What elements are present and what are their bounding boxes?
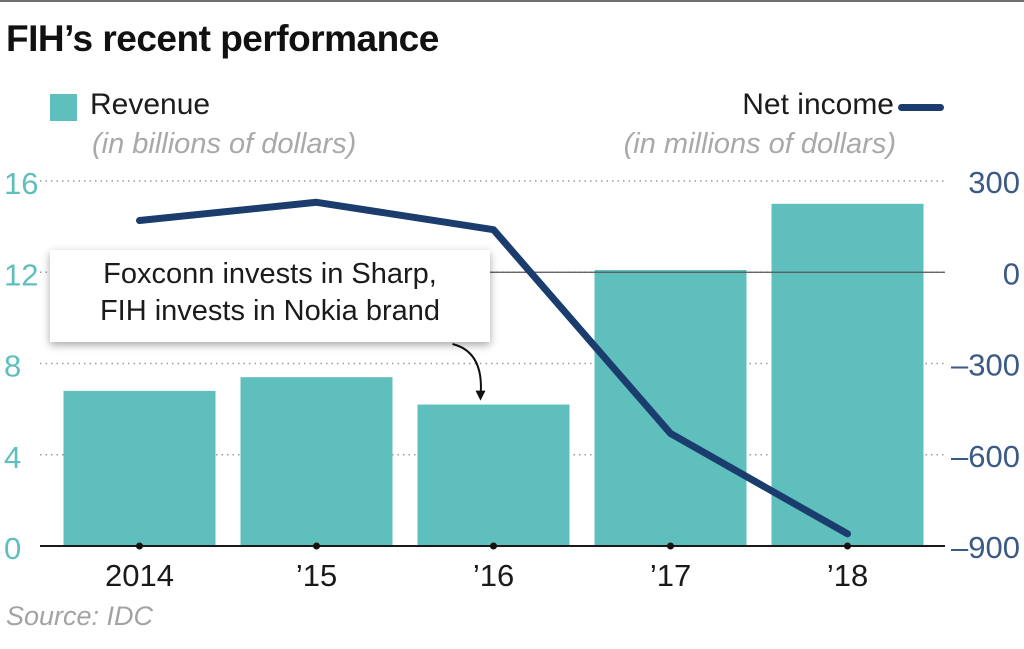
left-tick-label-0: 0 — [4, 531, 21, 566]
annotation-line-2: FIH invests in Nokia brand — [99, 295, 441, 327]
x-tick-dot-4 — [844, 542, 851, 550]
legend-swatch-revenue — [50, 94, 77, 121]
right-tick-label-2: –300 — [951, 348, 1020, 383]
annotation-arrowhead — [475, 390, 486, 401]
bar-revenue-1 — [240, 377, 393, 546]
x-tick-label-2: ’16 — [473, 558, 514, 593]
left-tick-label-4: 16 — [4, 166, 38, 201]
legend-sub-revenue: (in billions of dollars) — [92, 128, 357, 160]
right-tick-label-1: –600 — [951, 439, 1020, 474]
x-tick-label-4: ’18 — [827, 558, 868, 593]
right-tick-label-3: 0 — [1003, 256, 1020, 291]
legend-label-net-income: Net income — [742, 88, 894, 121]
left-tick-label-3: 12 — [4, 257, 38, 292]
annotation-callout: Foxconn invests in Sharp, FIH invests in… — [50, 250, 490, 342]
x-tick-dot-0 — [136, 542, 143, 550]
point-net-income-4 — [847, 533, 848, 535]
bar-revenue-0 — [63, 390, 216, 546]
annotation-arrow — [452, 343, 482, 397]
x-tick-label-0: 2014 — [105, 558, 174, 593]
annotation-line-1: Foxconn invests in Sharp, — [103, 258, 437, 290]
axis-layer: 2014 ’15 ’16 ’17 ’18 — [40, 271, 945, 593]
left-tick-label-1: 4 — [4, 440, 21, 475]
bar-revenue-3 — [594, 269, 747, 546]
x-tick-label-1: ’15 — [296, 558, 337, 593]
point-net-income-2 — [493, 229, 494, 231]
x-tick-dot-1 — [313, 542, 320, 550]
point-net-income-0 — [139, 220, 140, 222]
source-note: Source: IDC — [6, 601, 154, 631]
x-tick-label-3: ’17 — [650, 558, 691, 593]
right-tick-label-4: 300 — [968, 165, 1020, 200]
point-net-income-1 — [316, 201, 317, 203]
legend-sub-net-income: (in millions of dollars) — [623, 128, 896, 160]
bar-revenue-2 — [417, 404, 570, 546]
legend-label-revenue: Revenue — [90, 88, 211, 121]
right-tick-label-0: –900 — [951, 530, 1020, 565]
bar-layer — [63, 203, 924, 546]
legend-line-net-income — [898, 104, 944, 111]
arrow-layer — [452, 343, 486, 401]
line-layer — [136, 198, 851, 538]
top-rule — [0, 0, 1024, 2]
tick-layer: 0 4 8 12 16 –900 –600 –300 0 300 — [4, 165, 1020, 566]
left-tick-label-2: 8 — [4, 349, 21, 384]
x-tick-dot-2 — [490, 542, 497, 550]
bar-revenue-4 — [771, 203, 924, 546]
point-net-income-3 — [670, 432, 671, 434]
x-tick-dot-3 — [667, 542, 674, 550]
chart-title: FIH’s recent performance — [6, 18, 439, 59]
